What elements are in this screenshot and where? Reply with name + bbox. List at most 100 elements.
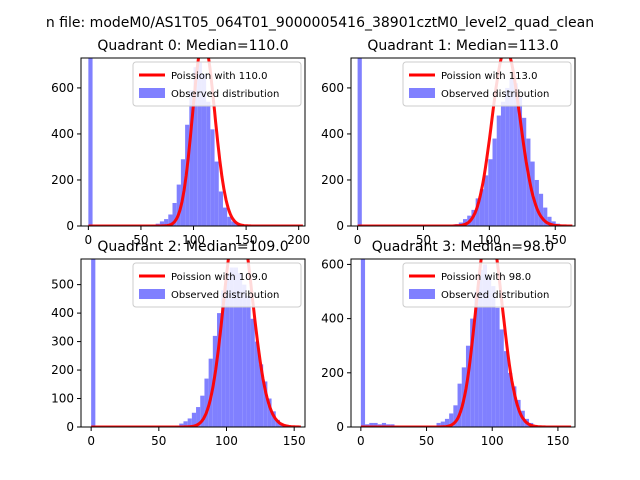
histogram-bar bbox=[547, 216, 552, 226]
histogram-bar bbox=[204, 378, 209, 427]
legend-observed-label: Observed distribution bbox=[441, 290, 549, 301]
histogram-bar bbox=[369, 422, 374, 427]
histogram-bar bbox=[168, 214, 173, 226]
legend-observed-label: Observed distribution bbox=[171, 89, 279, 100]
histogram-bar bbox=[470, 318, 475, 427]
y-tick-label: 0 bbox=[66, 420, 74, 434]
legend-box bbox=[402, 61, 572, 107]
plot-area bbox=[91, 259, 301, 427]
y-tick-label: 200 bbox=[51, 173, 74, 187]
histogram-bar bbox=[238, 273, 243, 427]
histogram-bar bbox=[512, 386, 517, 427]
histogram-bar bbox=[246, 296, 251, 427]
histogram-bar bbox=[491, 286, 496, 427]
y-tick-label: 500 bbox=[51, 278, 74, 292]
y-tick-label: 600 bbox=[51, 81, 74, 95]
x-tick-label: 0 bbox=[85, 233, 93, 247]
panel-title: Quadrant 3: Median=98.0 bbox=[372, 239, 554, 255]
histogram-bar bbox=[500, 101, 506, 226]
histogram-bar bbox=[217, 313, 222, 427]
poisson-curve bbox=[91, 259, 301, 427]
histogram-bar bbox=[463, 219, 468, 226]
histogram-bar bbox=[517, 97, 523, 226]
histogram-bar bbox=[210, 129, 215, 226]
x-tick-label: 100 bbox=[182, 233, 205, 247]
panel-3: 0 50 100 150 0 200 400 600 Quadrant 3: Median=98… bbox=[321, 239, 576, 448]
legend-poisson-label: Poission with 110.0 bbox=[171, 71, 267, 82]
y-tick-label: 600 bbox=[321, 257, 344, 271]
histogram-bar bbox=[231, 221, 236, 226]
histogram-bar bbox=[499, 329, 504, 427]
axes-frame bbox=[350, 57, 576, 227]
histogram-bar bbox=[484, 175, 489, 226]
y-tick-label: 400 bbox=[321, 127, 344, 141]
histogram-bar bbox=[258, 364, 264, 427]
histogram-bar bbox=[482, 264, 487, 427]
histogram-bar bbox=[172, 202, 177, 226]
x-tick-label: 150 bbox=[283, 434, 306, 448]
histogram-bar bbox=[242, 284, 247, 427]
histogram-bar bbox=[444, 418, 450, 427]
x-tick-label: 50 bbox=[133, 233, 148, 247]
axes-frame bbox=[80, 258, 306, 428]
x-tick-label: 50 bbox=[151, 434, 166, 448]
legend: Poission with 113.0 Observed distribution bbox=[402, 61, 572, 107]
histogram-bar bbox=[159, 221, 165, 226]
histogram-bar bbox=[534, 179, 539, 226]
histogram-bar bbox=[522, 117, 527, 226]
legend: Poission with 98.0 Observed distribution bbox=[402, 262, 572, 308]
y-tick-label: 300 bbox=[51, 335, 74, 349]
legend-observed-swatch bbox=[409, 289, 435, 299]
histogram-bar bbox=[513, 83, 518, 226]
legend: Poission with 110.0 Observed distribution bbox=[132, 61, 302, 107]
y-tick-label: 100 bbox=[51, 392, 74, 406]
panel-0: 0 50 100 150 200 0 200 400 600 Quadrant 0: Median… bbox=[51, 38, 310, 247]
x-tick-label: 150 bbox=[546, 434, 569, 448]
x-tick-label: 50 bbox=[416, 233, 431, 247]
histogram-bar bbox=[200, 395, 205, 427]
histogram-bar bbox=[516, 399, 521, 427]
histogram-bar bbox=[263, 381, 268, 427]
x-tick-label: 0 bbox=[87, 434, 95, 448]
legend-poisson-label: Poission with 98.0 bbox=[441, 272, 531, 283]
panel-2: 0 50 100 150 0 100 200 300 400 500 Quadrant 2: Med… bbox=[51, 239, 306, 448]
histogram-bar bbox=[526, 138, 531, 226]
histogram-bar bbox=[440, 421, 445, 427]
histogram-bar bbox=[373, 422, 378, 427]
y-tick-label: 0 bbox=[336, 420, 344, 434]
histogram-bar bbox=[474, 291, 479, 427]
histogram-bar bbox=[189, 90, 194, 226]
histogram-bar bbox=[88, 58, 93, 226]
histogram-bar bbox=[457, 383, 462, 427]
y-tick-label: 400 bbox=[51, 306, 74, 320]
x-tick-label: 0 bbox=[357, 434, 365, 448]
histogram-bar bbox=[360, 259, 366, 427]
poisson-curve bbox=[357, 58, 573, 226]
y-tick-label: 600 bbox=[321, 81, 344, 95]
figure-suptitle: n file: modeM0/AS1T05_064T01_9000005416_… bbox=[46, 15, 594, 31]
legend-poisson-label: Poission with 109.0 bbox=[171, 272, 267, 283]
histogram-bar bbox=[453, 405, 458, 427]
histogram-bar bbox=[179, 423, 184, 427]
histogram-bar bbox=[495, 307, 500, 427]
histogram-bar bbox=[478, 269, 483, 427]
x-tick-label: 50 bbox=[419, 434, 434, 448]
legend-box bbox=[132, 262, 302, 308]
x-tick-label: 150 bbox=[235, 233, 258, 247]
legend-observed-swatch bbox=[139, 289, 165, 299]
legend-box bbox=[132, 61, 302, 107]
x-tick-label: 200 bbox=[287, 233, 310, 247]
histogram-bar bbox=[509, 78, 514, 226]
y-tick-label: 400 bbox=[321, 312, 344, 326]
histogram-bar bbox=[191, 412, 197, 427]
histogram-bar bbox=[233, 267, 239, 427]
y-tick-label: 200 bbox=[321, 173, 344, 187]
y-tick-label: 200 bbox=[321, 366, 344, 380]
histogram-bar bbox=[543, 207, 548, 226]
histogram-bar bbox=[505, 87, 510, 226]
axes-frame bbox=[350, 258, 576, 428]
panel-title: Quadrant 2: Median=109.0 bbox=[97, 239, 288, 255]
histogram-bar bbox=[503, 351, 508, 427]
legend-box bbox=[402, 262, 572, 308]
